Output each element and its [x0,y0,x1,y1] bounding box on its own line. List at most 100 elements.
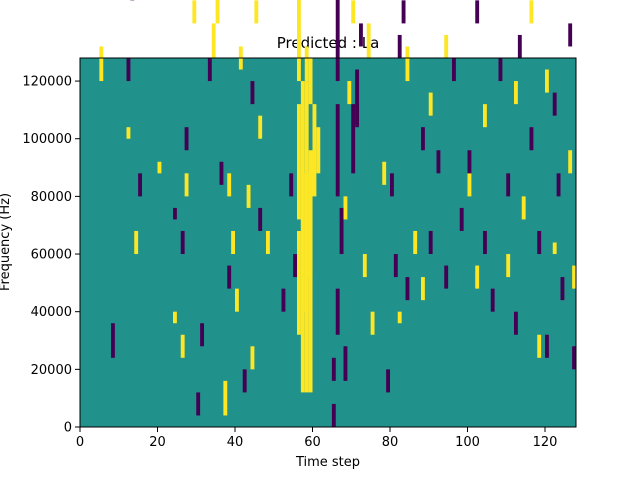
heatmap-cell-low [552,92,557,116]
y-tick-label: 60000 [31,248,72,263]
heatmap-cell-low [386,369,391,393]
heatmap-cell-high [223,380,228,416]
heatmap-cell-high [405,46,410,82]
y-axis-ticks: 0 20000 40000 60000 80000 100000 120000 [22,75,80,436]
heatmap-cell-low [459,207,464,231]
x-tick-label: 60 [304,435,321,450]
heatmap-cell-low [393,254,398,278]
heatmap-cell-high [235,288,239,312]
heatmap-cell-low [281,288,286,312]
heatmap-cell-low [200,323,205,347]
heatmap-cell-low [184,127,189,151]
heatmap-cell-high [572,265,577,289]
x-axis-label: Time step [295,455,360,470]
heatmap-cell-low [343,346,348,381]
heatmap-cell-high [308,173,313,393]
y-tick-label: 100000 [22,132,72,147]
heatmap-cell-low [196,392,201,416]
heatmap-cell-high [266,230,270,255]
plot-frame [79,57,577,428]
heatmap-cell-low [250,81,255,105]
heatmap-cell-high [227,173,232,197]
heatmap-cell-low [173,207,177,220]
heatmap-cell-low [339,207,344,255]
heatmap-cell-high [475,265,480,289]
heatmap-cell-high [246,184,251,208]
heatmap-cell-low [572,346,577,370]
heatmap-cell-high [304,46,309,82]
heatmap-cell-high [428,92,433,116]
heatmap-cell-high [521,196,526,220]
x-axis-ticks: 0 20 40 60 80 100 120 [76,427,558,450]
heatmap-cell-low [331,403,336,427]
heatmap-cell-high [568,150,573,174]
heatmap-cell-low [444,265,449,289]
heatmap-cell-high [506,254,511,278]
heatmap-cell-high [297,265,301,335]
heatmap-cell-high [250,346,255,370]
heatmap-cell-low [219,161,224,185]
heatmap-background [80,58,576,427]
heatmap-cell-low [111,323,115,358]
x-tick-label: 20 [149,435,166,450]
heatmap-cell-high [370,311,375,335]
heatmap-cell-low [335,104,340,197]
heatmap-cell-high [545,69,549,93]
x-tick-label: 80 [382,435,399,450]
heatmap-cell-high [184,173,189,197]
heatmap-cell-low [428,230,433,255]
heatmap-cell-low [537,230,542,255]
heatmap-plot-area [79,0,577,428]
heatmap-cell-low [436,150,441,174]
heatmap-cell-high [157,161,162,174]
heatmap-cell-low [545,334,549,358]
heatmap-cell-low [331,357,336,381]
heatmap-cell-high [413,230,418,255]
heatmap-cell-high [258,115,263,139]
heatmap-cell-high [304,81,309,312]
heatmap-cell-high [421,277,425,301]
heatmap-cell-low [359,23,363,47]
x-tick-label: 100 [455,435,480,450]
heatmap-cell-low [335,0,340,82]
heatmap-cell-high [231,230,236,255]
chart-title: Predicted : La [277,34,380,52]
heatmap-cell-low [517,34,522,58]
heatmap-cell-high [308,150,313,278]
heatmap-cell-high [467,173,472,197]
heatmap-cell-low [405,277,410,301]
heatmap-cell-high [297,104,301,220]
heatmap-cell-low [126,58,131,82]
heatmap-cell-high [254,0,259,24]
heatmap-cell-low [227,265,232,289]
heatmap-cell-low [483,230,487,255]
y-tick-label: 40000 [31,305,72,320]
heatmap-cell-high [297,230,301,266]
x-tick-label: 40 [227,435,244,450]
heatmap-cell-high [173,311,177,324]
heatmap-cell-high [362,254,367,278]
heatmap-cell-low [560,277,565,301]
heatmap-cell-high [397,311,402,324]
heatmap-cell-low [351,104,356,174]
x-tick-label: 120 [533,435,558,450]
heatmap-cell-low [289,173,294,197]
y-tick-label: 120000 [22,75,72,90]
heatmap-cell-low [568,23,573,47]
heatmap-cell-high [99,46,104,82]
heatmap-cell-high [134,230,139,255]
heatmap-cell-high [529,0,534,24]
heatmap-cell-high [215,0,220,24]
heatmap-cell-low [335,288,340,335]
x-tick-label: 0 [76,435,84,450]
heatmap-cell-low [514,311,518,335]
heatmap-cell-low [258,207,263,231]
heatmap-cell-low [467,150,472,174]
heatmap-cell-low [490,288,495,312]
heatmap-cell-low [421,127,425,151]
heatmap-cell-low [242,369,247,393]
heatmap-cell-low [506,173,511,197]
heatmap-cell-low [355,69,360,128]
heatmap-cell-low [529,127,534,151]
heatmap-cell-high [514,81,518,105]
